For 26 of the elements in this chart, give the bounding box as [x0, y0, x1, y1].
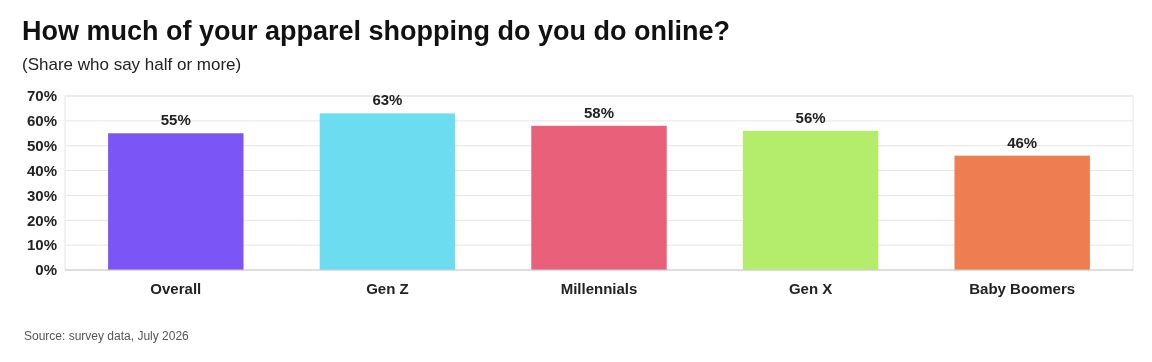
data-label: 46%	[1007, 133, 1038, 151]
y-tick-label: 30%	[26, 186, 57, 204]
x-tick-label: Baby Boomers	[969, 280, 1076, 297]
data-label: 56%	[795, 108, 826, 126]
y-tick-label: 60%	[26, 112, 57, 130]
x-tick-label: Gen X	[788, 280, 833, 297]
x-tick-label: Overall	[150, 280, 202, 297]
bar	[742, 130, 879, 270]
x-tick-label: Millennials	[560, 280, 638, 297]
x-tick-label: Gen Z	[366, 280, 409, 297]
bar	[954, 155, 1090, 270]
y-tick-label: 20%	[26, 211, 57, 229]
data-label: 63%	[372, 91, 403, 109]
bar	[319, 113, 456, 270]
chart-subtitle: (Share who say half or more)	[22, 55, 242, 74]
y-tick-label: 40%	[26, 161, 57, 179]
bar	[531, 125, 667, 270]
y-tick-label: 70%	[26, 87, 57, 105]
bar	[108, 133, 244, 270]
source-note: Source: survey data, July 2026	[24, 329, 190, 343]
chart-title: How much of your apparel shopping do you do online?	[22, 16, 730, 46]
y-tick-label: 10%	[26, 236, 57, 254]
data-label: 55%	[160, 111, 191, 129]
y-tick-label: 50%	[26, 136, 57, 154]
y-tick-label: 0%	[35, 261, 57, 279]
data-label: 58%	[583, 103, 615, 121]
